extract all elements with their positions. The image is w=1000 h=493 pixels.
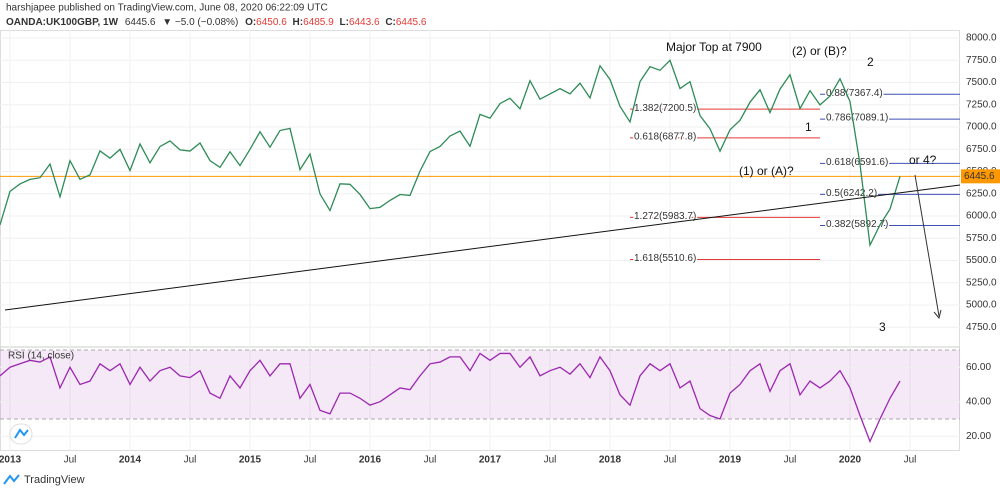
annotation: 3 bbox=[879, 320, 886, 334]
x-tick-label: 2014 bbox=[119, 455, 142, 466]
fib-label: 1.382(7200.5) bbox=[634, 103, 696, 114]
brand: TradingView bbox=[24, 474, 85, 486]
price: 6445.6 bbox=[125, 17, 156, 28]
annotation: 1 bbox=[805, 120, 812, 134]
fib-label: 0.382(5892.7) bbox=[826, 219, 888, 230]
price-line bbox=[0, 59, 901, 248]
pane-border bbox=[0, 30, 960, 451]
annotation: or 4? bbox=[909, 153, 937, 167]
annotation: Major Top at 7900 bbox=[666, 40, 762, 54]
open: 6450.6 bbox=[256, 17, 287, 28]
open-label: O: bbox=[245, 17, 256, 28]
x-tick-label: Jul bbox=[664, 455, 677, 466]
x-tick-label: 2013 bbox=[0, 455, 22, 466]
y-tick-label: 7750.0 bbox=[966, 55, 997, 66]
arrow-line bbox=[914, 174, 940, 317]
annotation: 2 bbox=[867, 55, 874, 69]
close: 6445.6 bbox=[396, 17, 427, 28]
symbol: OANDA:UK100GBP, 1W bbox=[6, 17, 119, 28]
y-tick-label: 5250.0 bbox=[966, 277, 997, 288]
fib-label: 0.618(6877.8) bbox=[634, 132, 696, 143]
x-tick-label: Jul bbox=[64, 455, 77, 466]
y-tick-label: 6750.0 bbox=[966, 144, 997, 155]
y-tick-label: 20.00 bbox=[966, 431, 991, 442]
change: ▼ −5.0 (−0.08%) bbox=[162, 17, 238, 28]
close-label: C: bbox=[385, 17, 396, 28]
grid bbox=[0, 30, 960, 450]
y-tick-label: 5000.0 bbox=[966, 300, 997, 311]
y-tick-label: 7250.0 bbox=[966, 99, 997, 110]
y-tick-label: 6250.0 bbox=[966, 188, 997, 199]
x-tick-label: Jul bbox=[904, 455, 917, 466]
x-tick-label: Jul bbox=[304, 455, 317, 466]
x-tick-label: 2017 bbox=[479, 455, 502, 466]
brand-icon bbox=[3, 474, 20, 485]
high-label: H: bbox=[293, 17, 304, 28]
y-tick-label: 60.00 bbox=[966, 362, 991, 373]
low-label: L: bbox=[339, 17, 348, 28]
x-tick-label: 2018 bbox=[599, 455, 622, 466]
high: 6485.9 bbox=[303, 17, 334, 28]
arrow-head bbox=[933, 309, 942, 320]
fib-label: 1.272(5983.7) bbox=[634, 211, 696, 222]
logo-icon bbox=[14, 428, 29, 439]
marks: 1.382(7200.5) 0.618(6877.8) 1.272(5983.7) 1… bbox=[0, 59, 960, 444]
y-tick-label: 5750.0 bbox=[966, 233, 997, 244]
last-price-tag bbox=[961, 169, 1000, 184]
trendline bbox=[4, 184, 961, 311]
rsi-band bbox=[0, 350, 960, 419]
y-tick-label: 4750.0 bbox=[966, 322, 997, 333]
rsi-line bbox=[0, 352, 901, 444]
y-tick-label: 5500.0 bbox=[966, 255, 997, 266]
x-tick-label: 2016 bbox=[359, 455, 382, 466]
fib-label: 1.618(5510.6) bbox=[634, 253, 696, 264]
x-tick-label: Jul bbox=[784, 455, 797, 466]
fib-label: 0.88(7367.4) bbox=[826, 88, 883, 99]
x-tick-label: Jul bbox=[184, 455, 197, 466]
low: 6443.6 bbox=[349, 17, 380, 28]
y-tick-label: 6000.0 bbox=[966, 211, 997, 222]
y-tick-label: 8000.0 bbox=[966, 33, 997, 44]
author-line: harshjapee published on TradingView.com,… bbox=[6, 3, 328, 14]
fib-label: 0.5(6242.2) bbox=[826, 188, 877, 199]
annotation: (2) or (B)? bbox=[792, 44, 847, 58]
annotation: (1) or (A)? bbox=[739, 164, 794, 178]
y-tick-label: 40.00 bbox=[966, 396, 991, 407]
logo-button[interactable] bbox=[9, 423, 33, 445]
x-tick-label: Jul bbox=[544, 455, 557, 466]
fib-label: 0.618(6591.6) bbox=[826, 157, 888, 168]
x-tick-label: 2015 bbox=[239, 455, 262, 466]
last-price-label: 6445.6 bbox=[964, 171, 995, 182]
y-tick-label: 7500.0 bbox=[966, 77, 997, 88]
x-tick-label: 2020 bbox=[839, 455, 862, 466]
fib-label: 0.786(7089.1) bbox=[826, 113, 888, 124]
x-tick-label: Jul bbox=[424, 455, 437, 466]
y-tick-label: 7000.0 bbox=[966, 122, 997, 133]
x-tick-label: 2019 bbox=[719, 455, 742, 466]
rsi-title: RSI (14, close) bbox=[8, 351, 74, 362]
symbol-line: OANDA:UK100GBP, 1W 6445.6 ▼ −5.0 (−0.08%… bbox=[6, 17, 427, 28]
